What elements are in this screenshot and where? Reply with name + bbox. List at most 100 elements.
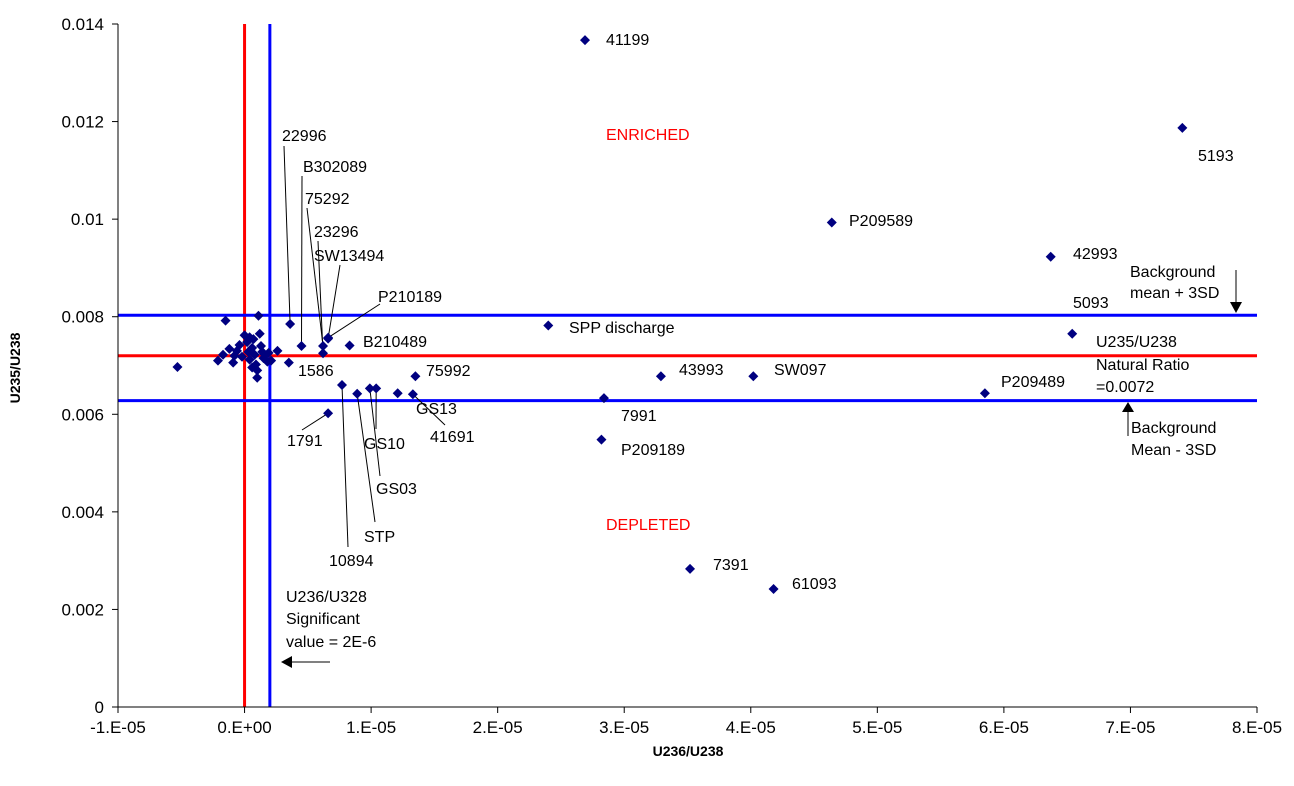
svg-text:value = 2E-6: value = 2E-6 [286,634,376,651]
point-label: STP [364,529,395,546]
svg-text:Background: Background [1130,264,1215,281]
point-label: 1791 [287,433,323,450]
data-point [598,393,609,404]
svg-text:=0.0072: =0.0072 [1096,379,1154,396]
data-point [352,388,363,399]
data-point [371,383,382,394]
label-leader-line [341,384,349,548]
point-label: SPP discharge [569,320,675,337]
data-point [543,320,554,331]
svg-text:U235/U238: U235/U238 [1096,334,1177,351]
label-leader-line [327,303,381,339]
data-point [218,349,229,360]
label-leader-lines [283,145,446,548]
data-point [229,350,240,361]
point-label: SW13494 [314,248,384,265]
annotation-background-mean-plus-3sd: Background mean + 3SD [1130,264,1242,313]
data-point [323,332,334,343]
data-point [410,371,421,382]
tick-labels: -1.E-05 0.E+00 1.E-05 2.E-05 3.E-05 4.E-05 5.E… [61,15,1282,737]
data-point [596,434,607,445]
x-axis-title: U236/U238 [653,743,724,759]
data-point [283,357,294,368]
point-label: 7391 [713,557,749,574]
annotation-natural-ratio: U235/U238 Natural Ratio =0.0072 [1096,334,1189,396]
annotation-background-mean-minus-3sd: Background Mean - 3SD [1122,402,1216,459]
data-point [768,583,779,594]
y-axis-title: U235/U238 [7,332,23,403]
data-point [579,35,590,46]
data-point [249,349,260,360]
point-labels: 41199 5193 P209589 42993 5093 SPP discharge 43… [282,32,1234,593]
x-tick-label: 0.E+00 [217,718,271,737]
y-tick-label: 0.014 [61,15,104,34]
data-point [228,357,239,368]
point-label: 75992 [426,363,471,380]
point-label: P210189 [378,289,442,306]
data-point [1177,122,1188,133]
data-point [263,347,274,358]
y-tick-label: 0 [95,698,104,717]
data-point [1067,328,1078,339]
point-label: B302089 [303,159,367,176]
label-leader-line [301,412,329,431]
data-point [337,380,348,391]
x-tick-label: 3.E-05 [599,718,649,737]
enriched-zone-label: ENRICHED [606,127,690,144]
data-point [172,361,183,372]
label-leader-line [412,393,446,426]
label-leader-line [317,240,324,354]
data-point [655,371,666,382]
x-tick-label: 4.E-05 [726,718,776,737]
svg-text:Significant: Significant [286,611,360,628]
annotation-u236-significant-value: U236/U328 Significant value = 2E-6 [281,589,376,668]
y-tick-label: 0.008 [61,308,104,327]
data-point [296,340,307,351]
data-point [748,371,759,382]
y-tick-label: 0.012 [61,113,104,132]
depleted-zone-label: DEPLETED [606,517,690,534]
data-point [252,372,263,383]
data-point [285,319,296,330]
svg-text:U236/U328: U236/U328 [286,589,367,606]
data-point [685,563,696,574]
label-leader-line [327,264,341,339]
axes [112,23,1258,713]
data-point [254,328,265,339]
point-label: SW097 [774,362,827,379]
data-point [979,388,990,399]
y-tick-label: 0.01 [71,210,104,229]
label-leader-line [356,393,376,523]
x-tick-label: 8.E-05 [1232,718,1282,737]
point-label: 10894 [329,553,374,570]
svg-text:Background: Background [1131,420,1216,437]
point-label: GS10 [364,436,405,453]
data-point [266,355,277,366]
svg-text:Natural Ratio: Natural Ratio [1096,357,1189,374]
y-tick-label: 0.002 [61,600,104,619]
y-tick-label: 0.006 [61,405,104,424]
point-label: 42993 [1073,246,1118,263]
point-label: GS03 [376,481,417,498]
point-label: P209189 [621,442,685,459]
data-point [252,365,263,376]
label-leader-line [306,207,324,347]
point-label: 5093 [1073,295,1109,312]
data-point [392,388,403,399]
point-label: 41199 [606,32,649,49]
data-point [407,389,418,400]
svg-text:Mean - 3SD: Mean - 3SD [1131,442,1216,459]
data-point [364,383,375,394]
label-leader-line [283,145,291,325]
x-tick-label: -1.E-05 [90,718,146,737]
point-label: 43993 [679,362,724,379]
data-point [344,340,355,351]
point-label: 23296 [314,224,359,241]
point-label: 5193 [1198,148,1234,165]
point-label: 41691 [430,429,475,446]
svg-text:mean + 3SD: mean + 3SD [1130,285,1219,302]
x-tick-label: 1.E-05 [346,718,396,737]
data-point [323,408,334,419]
label-leader-line [369,388,381,477]
data-point [220,315,231,326]
